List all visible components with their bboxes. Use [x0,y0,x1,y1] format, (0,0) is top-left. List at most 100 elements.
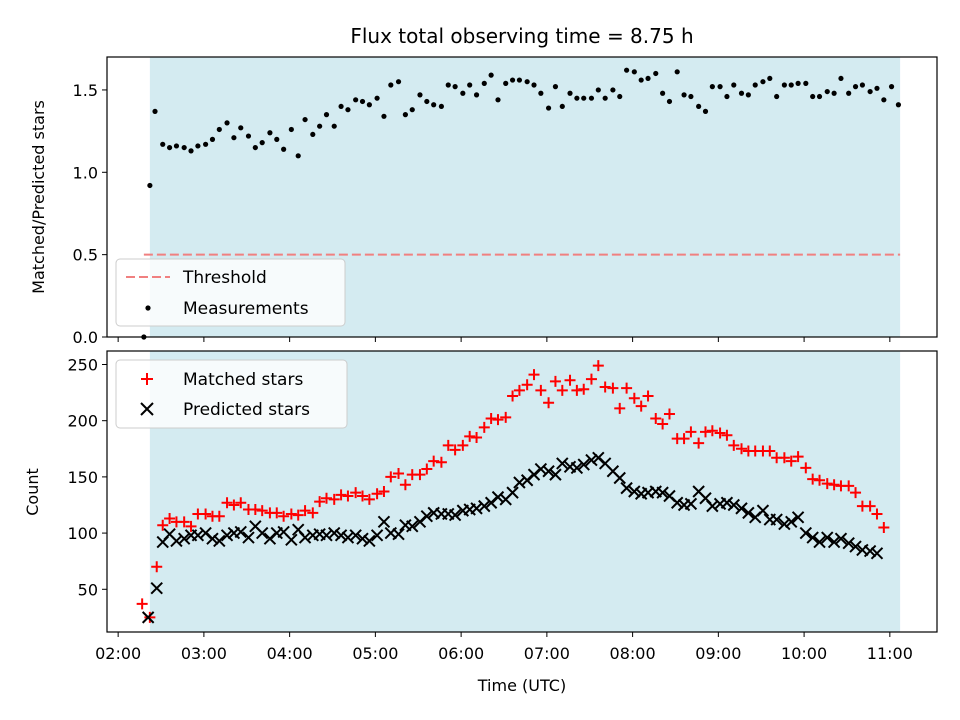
predicted-star-point [613,471,626,485]
matched-star-point [299,505,311,517]
predicted-star-point [255,526,269,540]
legend-threshold-label: Threshold [182,268,267,288]
measurement-point [696,103,702,110]
matched-star-point [693,437,705,449]
matched-star-point [185,520,197,532]
legend-predicted-marker [140,402,154,416]
top-panel-frame [106,56,938,338]
matched-star-point [578,383,590,395]
measurement-point [816,93,823,100]
top-legend-box [115,258,346,327]
measurement-point [317,123,323,129]
measurement-point [631,69,637,75]
matched-star-point [699,426,711,438]
legend-matched-swatch [141,373,153,385]
measurement-point [610,87,616,93]
matched-star-point [471,432,483,444]
matched-star-point [200,508,212,520]
measurement-point [688,93,694,100]
predicted-star-point [778,517,791,531]
measurement-point [381,113,387,119]
predicted-star-point [320,529,333,542]
matched-star-point [513,384,525,396]
x-tick-label: 09:00 [695,644,741,663]
measurement-point [895,102,902,108]
measurement-point [231,135,237,141]
predicted-star-point [370,529,384,542]
matched-star-point [635,400,647,412]
measurement-point [774,93,780,100]
measurement-point [588,95,595,101]
x-tick-label: 05:00 [352,644,398,663]
predicted-star-point [842,536,855,550]
measurement-point [359,98,366,105]
predicted-star-point [770,513,783,526]
measurement-point [581,95,587,101]
predicted-star-point [542,465,555,478]
predicted-star-point [727,498,740,512]
matched-star-point [449,444,461,456]
matched-star-point [785,455,797,467]
predicted-star-point [328,526,341,540]
predicted-star-point [420,510,434,523]
top-legend: Threshold Measurements [115,258,346,327]
measurement-point [810,93,816,100]
matched-star-point [706,425,718,437]
matched-star-point [721,429,733,441]
predicted-star-point [363,534,376,548]
matched-star-point [399,479,411,491]
matched-star-point [321,492,333,504]
measurement-point [160,141,166,147]
measurement-point [152,108,158,114]
predicted-star-point [234,525,247,539]
top-y-tick-label: 1.0 [73,163,98,182]
matched-star-point [178,516,190,528]
measurement-point [323,112,330,118]
bottom-y-tick-label: 50 [78,580,98,599]
x-axis-ticks: 02:00 03:00 04:00 05:00 06:00 07:00 08:00 09:00… [95,337,913,663]
measurement-point [224,120,230,126]
matched-star-point [357,490,369,502]
bottom-legend: Matched stars Predicted stars [115,359,348,429]
matched-star-point [314,496,326,508]
measurement-point [295,153,301,159]
matched-star-point [342,490,354,502]
matched-star-point [249,503,261,515]
matched-star-point [621,382,633,394]
matched-star-point [821,478,833,490]
predicted-star-point [506,486,519,499]
predicted-star-point [298,531,312,544]
predicted-star-point [170,534,183,548]
predicted-star-point [620,481,633,495]
predicted-star-point [791,511,805,524]
matched-star-point [371,488,383,500]
measurement-point [473,92,480,98]
matched-star-point [736,443,748,455]
measurement-point [495,97,501,103]
measurement-point [859,82,866,88]
matched-star-point [714,427,726,439]
matched-star-point [571,384,583,396]
x-tick-label: 03:00 [181,644,227,663]
measurement-point [559,103,565,110]
measurement-point [760,79,766,85]
measurement-point [702,108,709,114]
predicted-star-point [549,468,562,481]
measurement-point [353,97,359,103]
matched-star-point [442,439,454,451]
matched-star-point [628,392,640,404]
measurement-point [252,144,258,151]
measurement-point [681,92,687,98]
predicted-star-point [141,611,155,624]
predicted-star-point [491,490,505,504]
matched-star-point [657,418,669,430]
measurement-point [302,116,308,123]
measurement-point [488,72,494,78]
measurement-point [338,103,344,110]
measurement-point [460,90,466,96]
matched-star-point [428,455,440,467]
matched-star-point [792,451,804,463]
legend-measurements-label: Measurements [183,299,309,319]
x-tick-label: 02:00 [95,644,141,663]
matched-star-point [507,390,519,402]
